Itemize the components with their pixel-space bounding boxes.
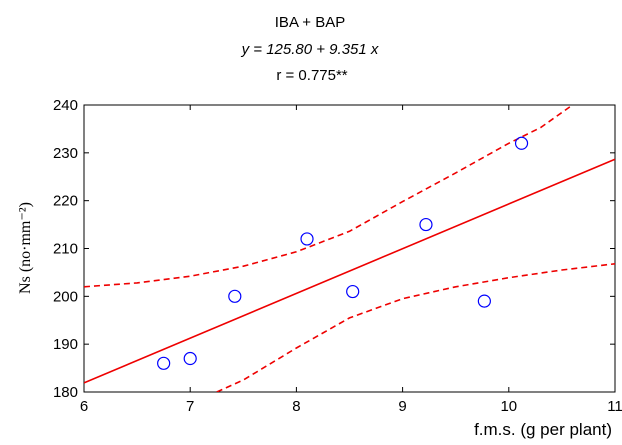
x-tick-label: 9 <box>398 398 406 415</box>
y-tick-label: 240 <box>53 97 78 114</box>
regression-line <box>84 158 615 384</box>
data-point <box>514 136 529 150</box>
confidence-band-lower <box>216 263 615 392</box>
x-tick-label: 10 <box>500 398 517 415</box>
x-tick-label: 6 <box>80 398 88 415</box>
data-point <box>228 289 242 303</box>
x-tick-label: 11 <box>607 398 622 415</box>
data-point <box>183 351 197 366</box>
data-point <box>419 217 433 232</box>
chart-title: IBA + BAP <box>275 14 345 31</box>
correlation-coefficient: r = 0.775** <box>276 67 347 84</box>
data-point <box>346 284 360 299</box>
x-tick-label: 7 <box>186 398 194 415</box>
axis-ticks <box>83 104 616 393</box>
y-tick-label: 210 <box>53 241 78 258</box>
y-tick-label: 230 <box>53 145 78 162</box>
x-axis-label: f.m.s. (g per plant) <box>474 420 612 439</box>
y-tick-label: 200 <box>53 288 78 305</box>
data-point <box>157 356 171 370</box>
regression-equation: y = 125.80 + 9.351 x <box>241 41 379 58</box>
y-tick-label: 180 <box>53 384 78 401</box>
axis-tick-labels: 6 7 8 9 10 11 180 190 200 210 220 230 240 <box>53 97 622 415</box>
confidence-band-upper <box>84 105 573 288</box>
y-axis-label: Ns (no·mm⁻²) <box>17 202 34 294</box>
data-point <box>300 232 314 246</box>
data-points <box>157 136 529 370</box>
y-tick-label: 220 <box>53 193 78 210</box>
y-tick-label: 190 <box>53 336 78 353</box>
x-tick-label: 8 <box>292 398 300 415</box>
data-point <box>477 294 491 308</box>
